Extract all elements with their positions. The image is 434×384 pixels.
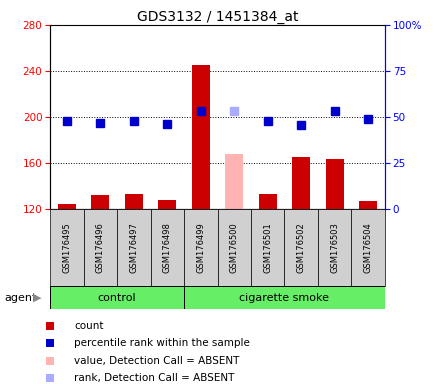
Text: count: count [74,321,103,331]
Bar [50,286,184,309]
Bar [91,195,109,209]
Text: cigarette smoke: cigarette smoke [239,293,329,303]
Text: GSM176498: GSM176498 [162,222,171,273]
Text: GSM176500: GSM176500 [229,222,238,273]
Text: GSM176495: GSM176495 [62,222,71,273]
Bar [184,286,384,309]
Text: percentile rank within the sample: percentile rank within the sample [74,338,249,348]
Bar [325,159,343,209]
Bar [284,209,317,286]
Text: GDS3132 / 1451384_at: GDS3132 / 1451384_at [136,10,298,23]
Bar [291,157,310,209]
Text: rank, Detection Call = ABSENT: rank, Detection Call = ABSENT [74,373,234,383]
Bar [317,209,351,286]
Text: GSM176504: GSM176504 [363,222,372,273]
Text: GSM176502: GSM176502 [296,222,305,273]
Bar [184,209,217,286]
Bar [358,201,377,209]
Bar [117,209,150,286]
Text: GSM176497: GSM176497 [129,222,138,273]
Text: GSM176496: GSM176496 [95,222,105,273]
Bar [217,209,250,286]
Bar [158,200,176,209]
Bar [57,204,76,209]
Bar [191,65,210,209]
Bar [50,209,83,286]
Text: agent: agent [4,293,36,303]
Bar [250,209,284,286]
Text: value, Detection Call = ABSENT: value, Detection Call = ABSENT [74,356,239,366]
Bar [124,194,143,209]
Text: control: control [98,293,136,303]
Bar [150,209,184,286]
Text: GSM176503: GSM176503 [329,222,339,273]
Text: GSM176501: GSM176501 [263,222,272,273]
Bar [351,209,384,286]
Bar [83,209,117,286]
Bar [224,154,243,209]
Text: GSM176499: GSM176499 [196,222,205,273]
Text: ▶: ▶ [33,293,41,303]
Bar [258,194,276,209]
